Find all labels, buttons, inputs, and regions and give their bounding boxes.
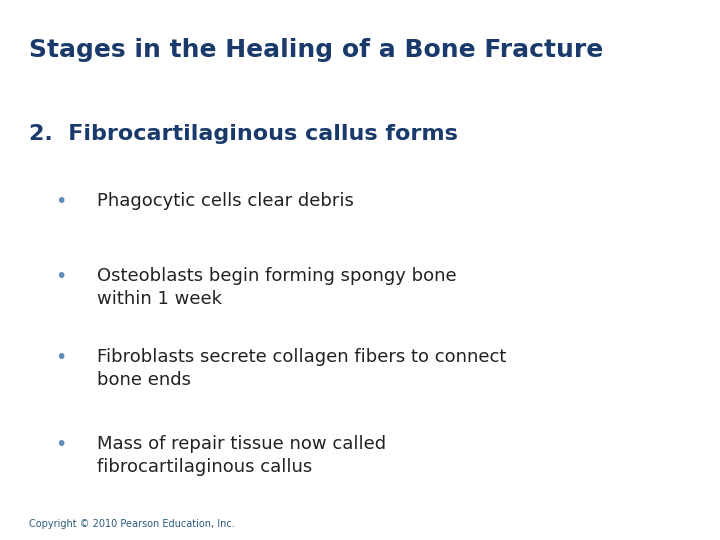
Text: •: •: [55, 435, 67, 454]
Text: Mass of repair tissue now called
fibrocartilaginous callus: Mass of repair tissue now called fibroca…: [97, 435, 387, 476]
Text: Osteoblasts begin forming spongy bone
within 1 week: Osteoblasts begin forming spongy bone wi…: [97, 267, 456, 308]
Text: •: •: [55, 192, 67, 211]
Text: Fibroblasts secrete collagen fibers to connect
bone ends: Fibroblasts secrete collagen fibers to c…: [97, 348, 507, 389]
Text: 2.  Fibrocartilaginous callus forms: 2. Fibrocartilaginous callus forms: [29, 124, 458, 144]
Text: Copyright © 2010 Pearson Education, Inc.: Copyright © 2010 Pearson Education, Inc.: [29, 519, 235, 529]
Text: Phagocytic cells clear debris: Phagocytic cells clear debris: [97, 192, 354, 210]
Text: •: •: [55, 348, 67, 367]
Text: •: •: [55, 267, 67, 286]
Text: Stages in the Healing of a Bone Fracture: Stages in the Healing of a Bone Fracture: [29, 38, 603, 62]
